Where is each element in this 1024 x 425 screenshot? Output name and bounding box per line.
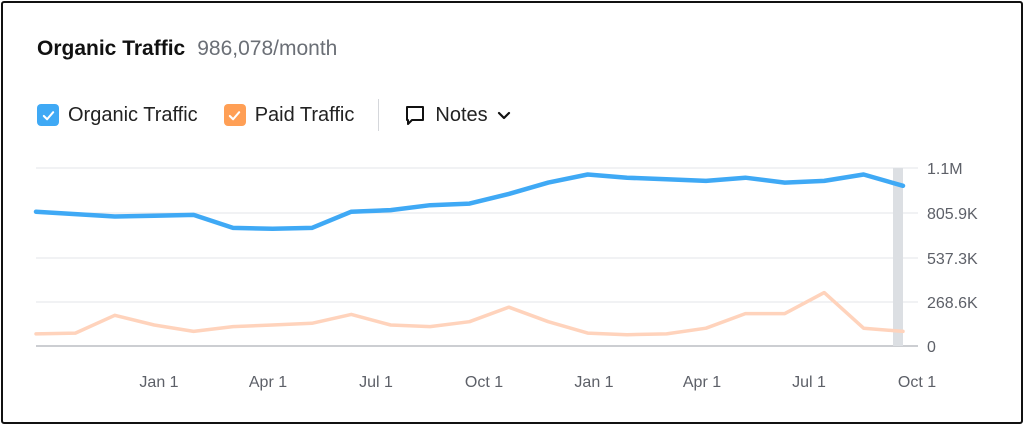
legend-organic-label: Organic Traffic — [68, 103, 198, 126]
y-tick-label: 268.6K — [927, 295, 978, 312]
x-tick-label: Jul 1 — [359, 374, 393, 391]
chart-header: Organic Traffic 986,078/month — [37, 37, 337, 61]
chevron-down-icon — [497, 111, 510, 120]
y-tick-label: 0 — [927, 339, 936, 356]
y-tick-label: 537.3K — [927, 251, 978, 268]
legend-organic-toggle[interactable]: Organic Traffic — [37, 104, 198, 127]
y-tick-label: 1.1M — [927, 161, 963, 178]
x-tick-label: Apr 1 — [249, 374, 287, 391]
traffic-value: 986,078/month — [197, 37, 338, 60]
legend-paid-toggle[interactable]: Paid Traffic — [223, 103, 355, 127]
legend-paid-label: Paid Traffic — [254, 103, 355, 126]
notes-label: Notes — [435, 103, 488, 126]
x-tick-label: Apr 1 — [683, 374, 721, 391]
x-tick-label: Oct 1 — [898, 374, 936, 391]
notes-icon — [406, 106, 425, 125]
organic-checkbox-icon[interactable] — [37, 104, 59, 126]
y-tick-label: 805.9K — [927, 206, 978, 223]
chart-series — [33, 172, 906, 337]
x-tick-label: Oct 1 — [465, 374, 503, 391]
series-line-paid — [34, 290, 905, 337]
chart-title: Organic Traffic — [37, 37, 186, 60]
paid-checkbox-icon[interactable] — [223, 104, 246, 126]
x-tick-label: Jan 1 — [139, 374, 178, 391]
chart-hover-bar — [893, 168, 903, 346]
notes-dropdown[interactable]: Notes — [403, 103, 511, 127]
chart-legend: Organic Traffic Paid Traffic Notes — [37, 99, 512, 131]
series-line-organic — [33, 172, 906, 231]
y-axis-ticks: 1.1M 805.9K 537.3K 268.6K 0 — [927, 161, 978, 356]
x-axis-ticks: Jan 1 Apr 1 Jul 1 Oct 1 Jan 1 Apr 1 Jul 1 Oct 1 — [139, 374, 936, 391]
x-tick-label: Jan 1 — [574, 374, 613, 391]
x-tick-label: Jul 1 — [792, 374, 826, 391]
legend-divider — [378, 99, 380, 131]
